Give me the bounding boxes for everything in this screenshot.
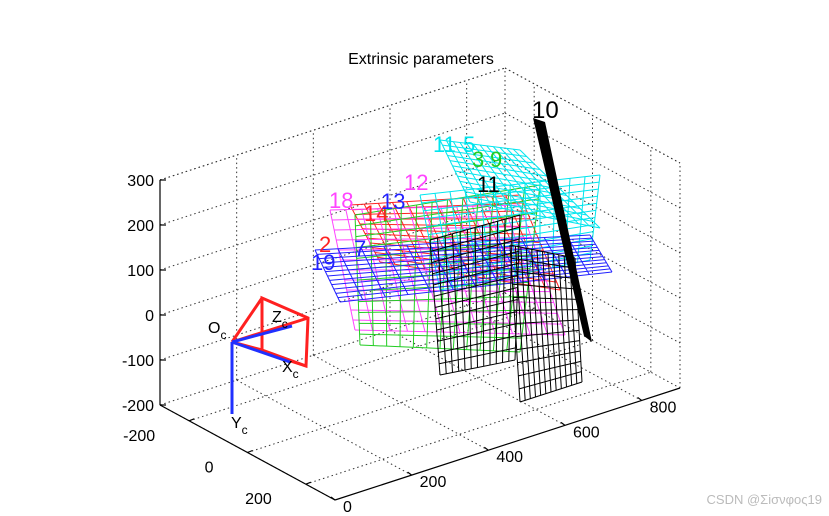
board-line (508, 217, 513, 362)
camera-label: Zc (272, 309, 288, 331)
board-line (589, 234, 613, 273)
board-line (518, 360, 581, 377)
board-line (566, 235, 590, 275)
board-line (589, 174, 601, 261)
chart-title: Extrinsic parameters (348, 51, 494, 68)
camera-axis: Y (231, 415, 242, 432)
board-line (354, 329, 566, 336)
box-edge (504, 67, 681, 164)
grid-line (159, 202, 506, 316)
z-tick-label: 0 (145, 308, 154, 325)
board-label: 9 (490, 147, 502, 172)
board-edge (533, 118, 592, 342)
x-tick-label: 800 (650, 399, 677, 416)
board-label: 11 (477, 172, 500, 197)
grid-line (236, 379, 412, 476)
camera-label: Yc (231, 415, 248, 437)
z-tick-label: -200 (122, 398, 154, 415)
board-line (467, 196, 594, 222)
y-tick-label: 0 (205, 460, 214, 477)
board-line (469, 201, 601, 229)
watermark: CSDN @Σiσνφος19 (707, 492, 822, 507)
board-line (519, 149, 601, 229)
camera (230, 295, 310, 414)
board-line (439, 359, 516, 376)
box-edge (159, 67, 506, 181)
board-line (359, 344, 521, 353)
x-tick-label: 400 (496, 449, 523, 466)
grid-line (305, 371, 651, 485)
board-line (519, 381, 583, 403)
board-label: 13 (381, 189, 405, 214)
tick (483, 446, 489, 451)
grid-line (159, 157, 506, 271)
tick (305, 481, 312, 485)
board-line (352, 319, 562, 325)
z-tick-label: 100 (127, 263, 154, 280)
grid-line (159, 112, 506, 226)
boards (314, 139, 613, 403)
board-label: 14 (364, 201, 388, 226)
board-line (503, 205, 548, 335)
z-tick-label: 200 (127, 218, 154, 235)
tick (188, 418, 195, 422)
x-tick-label: 0 (343, 499, 352, 516)
z-tick-label: 300 (127, 173, 154, 190)
board-line (519, 371, 582, 390)
board-line (438, 335, 516, 353)
tick (407, 471, 413, 476)
board-label: 10 (532, 97, 559, 124)
board-line (495, 221, 498, 364)
board-line (335, 265, 609, 294)
board-label: 2 (319, 232, 331, 257)
grid (159, 67, 681, 501)
board-label: 19 (311, 250, 335, 275)
x-tick-label: 200 (420, 474, 447, 491)
board-label: 12 (404, 170, 428, 195)
camera-label: Xc (282, 359, 299, 381)
camera-label: Oc (208, 320, 226, 342)
camera-axis: O (208, 320, 220, 337)
camera-subscript: c (220, 328, 226, 342)
tick (637, 396, 643, 401)
board-label: 18 (329, 188, 353, 213)
grid-line (389, 329, 566, 426)
camera-subscript: c (242, 423, 248, 437)
board-line (519, 184, 541, 353)
tick (330, 496, 336, 501)
tick (247, 449, 253, 454)
tick (560, 421, 566, 426)
board-label: 11 (433, 132, 456, 157)
camera-axis: Z (272, 309, 282, 326)
board-label: 7 (354, 236, 366, 261)
board-line (359, 333, 522, 339)
board-label: 3 (472, 147, 484, 172)
grid-line (313, 354, 489, 451)
y-tick-label: 200 (245, 491, 272, 508)
x-tick-label: 600 (573, 424, 600, 441)
z-tick-label: -100 (122, 353, 154, 370)
camera-axis: X (282, 359, 293, 376)
camera-subscript: c (293, 367, 299, 381)
axis-line (334, 387, 681, 501)
board-line (439, 347, 516, 365)
grid-line (247, 340, 593, 453)
camera-subscript: c (282, 317, 288, 331)
board-label: 5 (463, 132, 475, 157)
board-line (359, 322, 524, 325)
y-tick-label: -200 (123, 428, 155, 445)
